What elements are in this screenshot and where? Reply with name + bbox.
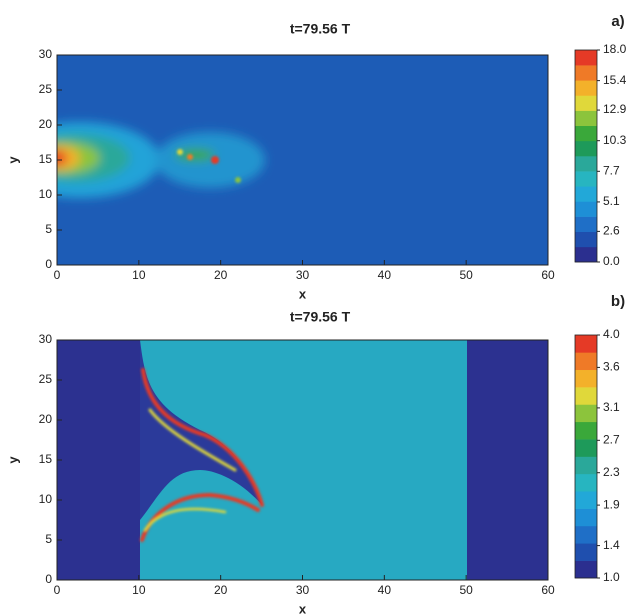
colorbar-swatch (575, 387, 597, 405)
x-axis-label: x (299, 286, 307, 301)
y-axis-label: y (5, 456, 20, 464)
panel-label: a) (611, 13, 624, 30)
x-tick-label: 10 (132, 583, 146, 597)
x-tick-label: 20 (214, 583, 228, 597)
colorbar-swatch (575, 335, 597, 353)
colorbar-tick-label: 7.7 (603, 163, 620, 177)
x-tick-label: 40 (378, 583, 392, 597)
colorbar-tick-label: 1.0 (603, 570, 620, 584)
y-tick-label: 5 (45, 532, 52, 546)
colorbar-tick-label: 18.0 (603, 42, 627, 56)
colorbar-swatch (575, 95, 597, 111)
colorbar-swatch (575, 246, 597, 263)
y-tick-label: 25 (39, 372, 53, 386)
y-tick-label: 15 (39, 152, 53, 166)
colorbar-swatch (575, 125, 597, 142)
colorbar-frame (574, 334, 598, 579)
x-tick-label: 20 (214, 268, 228, 282)
field-b (57, 340, 548, 580)
colorbar-swatch (575, 65, 597, 81)
x-tick-label: 50 (459, 268, 473, 282)
y-tick-label: 10 (39, 492, 53, 506)
panel-label: b) (611, 293, 625, 310)
chart-title: t=79.56 T (290, 21, 351, 37)
y-tick-label: 0 (45, 257, 52, 271)
colorbar-swatch (575, 508, 597, 527)
colorbar-swatch (575, 421, 597, 440)
colorbar-tick-label: 1.9 (603, 497, 620, 511)
colorbar-swatch (575, 216, 597, 233)
colorbar-tick-label: 15.4 (603, 73, 627, 87)
colorbar-swatch (575, 231, 597, 248)
colorbar-tick-label: 5.1 (603, 194, 620, 208)
colorbar-swatch (575, 404, 597, 423)
colorbar-swatch (575, 140, 597, 157)
colorbar-swatch (575, 525, 597, 544)
colorbar-swatch (575, 50, 597, 66)
x-tick-label: 30 (296, 583, 310, 597)
field-a (57, 55, 548, 265)
colorbar-swatch (575, 80, 597, 96)
y-tick-label: 20 (39, 412, 53, 426)
x-axis-label: x (299, 601, 307, 615)
colorbar-swatch (575, 439, 597, 457)
colorbar-tick-label: 2.7 (603, 432, 620, 446)
y-tick-label: 30 (39, 332, 53, 346)
colorbar-swatch (575, 473, 597, 492)
y-tick-label: 0 (45, 572, 52, 586)
colorbar-tick-label: 3.6 (603, 360, 620, 374)
y-tick-label: 5 (45, 222, 52, 236)
y-tick-label: 25 (39, 82, 53, 96)
chart-title: t=79.56 T (290, 309, 351, 325)
colorbar-tick-label: 4.0 (603, 327, 620, 341)
colorbar-tick-label: 3.1 (603, 400, 620, 414)
colorbar-tick-label: 10.3 (603, 133, 627, 147)
x-tick-label: 0 (54, 268, 61, 282)
colorbar-tick-label: 2.3 (603, 465, 620, 479)
colorbar-swatch (575, 560, 597, 579)
x-tick-label: 50 (459, 583, 473, 597)
colorbar-tick-label: 1.4 (603, 538, 620, 552)
colorbar-tick-label: 12.9 (603, 102, 627, 116)
y-tick-label: 30 (39, 47, 53, 61)
x-tick-label: 60 (541, 268, 555, 282)
colorbar-tick-label: 0.0 (603, 254, 620, 268)
colorbar-swatch (575, 491, 597, 509)
y-tick-label: 10 (39, 187, 53, 201)
y-tick-label: 15 (39, 452, 53, 466)
y-axis-label: y (5, 156, 20, 164)
x-tick-label: 30 (296, 268, 310, 282)
x-tick-label: 10 (132, 268, 146, 282)
colorbar-tick-label: 2.6 (603, 224, 620, 238)
colorbar-swatch (575, 156, 597, 172)
x-tick-label: 0 (54, 583, 61, 597)
colorbar-swatch (575, 369, 597, 388)
colorbar-swatch (575, 543, 597, 561)
colorbar-swatch (575, 456, 597, 475)
colorbar-swatch (575, 110, 597, 127)
colorbar-swatch (575, 201, 597, 217)
colorbar-swatch (575, 171, 597, 187)
y-tick-label: 20 (39, 117, 53, 131)
colorbar-frame (574, 49, 598, 263)
colorbar-swatch (575, 186, 597, 202)
colorbar-swatch (575, 352, 597, 371)
x-tick-label: 60 (541, 583, 555, 597)
x-tick-label: 40 (378, 268, 392, 282)
